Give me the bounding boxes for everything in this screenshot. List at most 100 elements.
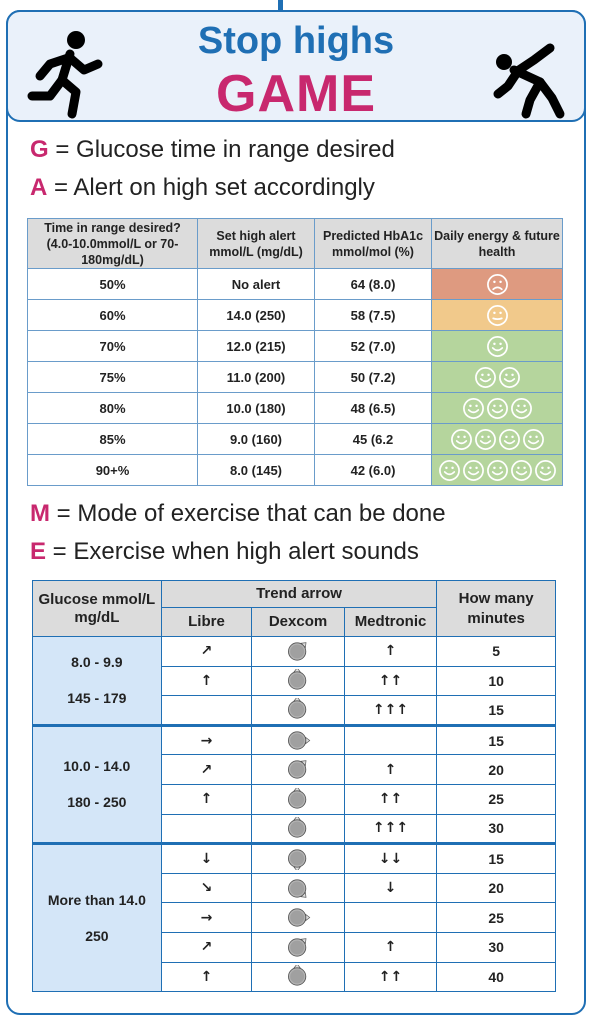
medtronic-arrow-cell: ↓ [343,872,438,904]
medtronic-arrow-cell: ↓↓ [343,842,438,874]
minutes-cell: 10 [436,665,556,697]
dexcom-right-icon [288,908,311,927]
medtronic-arrow-cell: ↑↑ [343,665,438,697]
libre-arrow-cell: ↘ [160,872,253,904]
dexcom-cell [251,961,345,993]
header-medtronic: Medtronic [343,606,438,638]
happy-face-icon [474,428,496,450]
happy-face-icon [450,428,472,450]
time-in-range-cell: 80% [27,392,198,424]
glucose-range-cell: 8.0 - 9.9 145 - 179 [32,636,162,726]
header-banner: Stop highs GAME [6,10,586,123]
medtronic-arrow-cell [343,902,438,933]
acronym-e: E = Exercise when high alert sounds [30,538,419,565]
minutes-cell: 25 [436,783,556,815]
dexcom-down-right-icon [288,878,307,898]
dexcom-cell [251,665,345,697]
happy-face-icon [510,459,532,481]
hba1c-cell: 52 (7.0) [314,330,432,362]
glucose-range-cell: More than 14.0 250 [32,842,162,993]
libre-arrow-cell: ↗ [160,636,253,667]
libre-arrow-cell: ↓ [160,842,253,874]
exercise-row: 8.0 - 9.9 145 - 179 ↗ ↑ 5 [32,636,556,726]
happy-face-icon [438,459,460,481]
happy-face-icon [486,335,508,357]
minutes-cell: 25 [436,902,556,933]
happy-face-icon [510,397,532,419]
medtronic-arrow-cell: ↑↑↑ [343,813,438,845]
libre-arrow-cell [160,813,253,845]
energy-face-cell [431,454,563,486]
header-trend-arrow: Trend arrow [160,580,438,608]
happy-face-icon [462,459,484,481]
dexcom-cell [251,842,345,874]
acronym-a: A = Alert on high set accordingly [30,174,375,201]
high-alert-cell: 11.0 (200) [197,361,315,393]
exercise-row: ↑ ↑↑ 10 [33,665,556,697]
header-glucose: Glucose mmol/L mg/dL [32,580,162,637]
happy-face-icon [534,459,556,481]
top-tick [278,0,283,12]
neutral-face-icon [486,304,508,326]
energy-face-cell [431,361,563,393]
dexcom-up-icon [288,698,307,720]
dexcom-cell [251,931,345,963]
high-alert-cell: 9.0 (160) [197,423,315,455]
happy-face-icon [522,428,544,450]
dexcom-up-icon [288,669,307,690]
energy-face-cell [431,423,563,455]
time-in-range-cell: 70% [27,330,198,362]
minutes-cell: 20 [436,754,556,785]
libre-arrow-cell: ↗ [160,754,253,785]
time-in-range-cell: 50% [27,268,198,300]
exercise-row: More than 14.0 250 ↓ ↓↓ 15 [32,842,556,993]
dexcom-cell [251,754,345,785]
medtronic-arrow-cell: ↑↑ [343,783,438,815]
libre-arrow-cell: → [160,723,253,756]
dexcom-up-right-icon [288,937,307,957]
dexcom-cell [251,813,345,845]
exercise-row: ↗ ↑ 20 [33,754,556,785]
header-minutes: How many minutes [436,580,556,637]
alert-row: 85% 9.0 (160) 45 (6.2 [27,423,563,455]
alert-row: 90+% 8.0 (145) 42 (6.0) [27,454,563,486]
dexcom-up-icon [288,965,307,986]
hba1c-cell: 45 (6.2 [314,423,432,455]
runner-icon [27,31,103,119]
dexcom-cell [251,902,345,933]
dexcom-up-icon [288,816,307,838]
exercise-row: ↑ ↑↑ 40 [33,961,556,993]
header-daily-energy: Daily energy & future health [431,218,563,269]
glucose-mgdl: 145 - 179 [67,690,127,707]
dexcom-up-icon [288,787,307,809]
libre-arrow-cell [160,695,253,726]
minutes-cell: 15 [436,723,556,756]
minutes-cell: 5 [436,636,556,667]
header-high-alert: Set high alert mmol/L (mg/dL) [197,218,315,269]
glucose-range-cell: 10.0 - 14.0 180 - 250 [32,723,162,845]
acronym-g: G = Glucose time in range desired [30,136,395,163]
hba1c-cell: 64 (8.0) [314,268,432,300]
minutes-cell: 20 [436,872,556,904]
dexcom-up-right-icon [288,760,307,779]
minutes-cell: 15 [436,695,556,726]
dexcom-cell [251,695,345,726]
hba1c-cell: 58 (7.5) [314,299,432,331]
alert-row: 50% No alert 64 (8.0) [27,268,563,300]
exercise-row: ↑ ↑↑ 25 [33,783,556,815]
exercise-row: 10.0 - 14.0 180 - 250 → 15 [32,723,556,845]
minutes-cell: 15 [436,842,556,874]
libre-arrow-cell: → [160,902,253,933]
exercise-table: Glucose mmol/L mg/dL Trend arrow How man… [32,580,556,993]
medtronic-arrow-cell: ↑ [343,754,438,785]
time-in-range-cell: 60% [27,299,198,331]
happy-face-icon [474,366,496,388]
hba1c-cell: 48 (6.5) [314,392,432,424]
libre-arrow-cell: ↑ [160,665,253,697]
minutes-cell: 30 [436,813,556,845]
medtronic-arrow-cell: ↑↑ [343,961,438,993]
glucose-mmol: 10.0 - 14.0 [63,758,131,775]
energy-face-cell [431,299,563,331]
acronym-m: M = Mode of exercise that can be done [30,500,446,527]
hba1c-cell: 42 (6.0) [314,454,432,486]
